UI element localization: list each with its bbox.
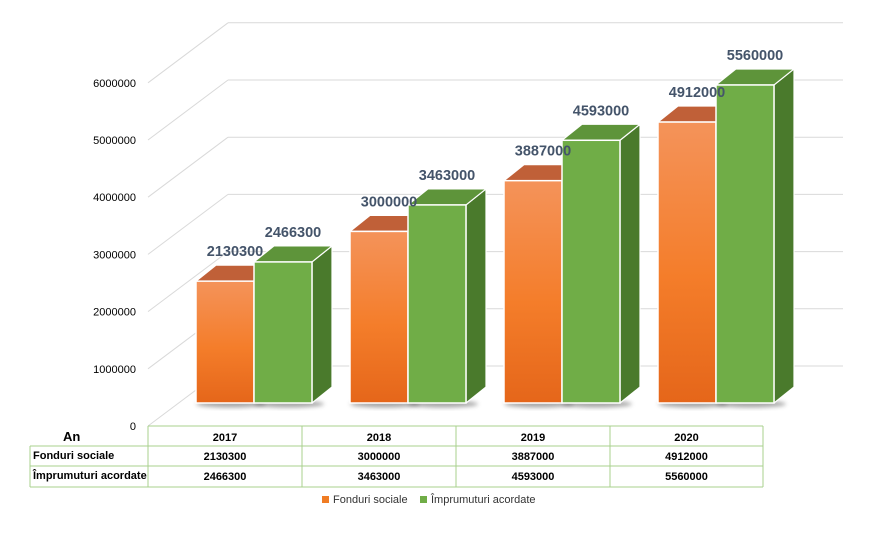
- table-cell: 4593000: [512, 471, 555, 483]
- legend-label: Împrumuturi acordate: [430, 493, 536, 506]
- table-cell: 3887000: [512, 451, 555, 463]
- y-tick-label: 2000000: [93, 307, 136, 319]
- legend-entry: Împrumuturi acordate: [420, 493, 536, 506]
- y-tick-label: 3000000: [93, 249, 136, 261]
- legend: Fonduri sociale Împrumuturi acordate: [322, 493, 536, 506]
- legend-label: Fonduri sociale: [333, 494, 408, 506]
- table-cell: 4912000: [665, 451, 708, 463]
- legend-swatch: [322, 496, 329, 503]
- bar: [561, 123, 641, 408]
- data-label: 2130300: [207, 244, 263, 260]
- bars: [195, 68, 795, 408]
- data-label: 5560000: [727, 48, 783, 64]
- legend-entry: Fonduri sociale: [322, 494, 408, 506]
- y-tick-label: 5000000: [93, 135, 136, 147]
- table-row-label: Fonduri sociale: [33, 450, 114, 462]
- table-row-label: Împrumuturi acordate: [32, 469, 147, 482]
- bar: [253, 245, 333, 408]
- bar: [715, 68, 795, 408]
- data-label: 3463000: [419, 168, 475, 184]
- table-cell: 2130300: [204, 451, 247, 463]
- bar: [407, 188, 487, 408]
- data-label: 3887000: [515, 144, 571, 160]
- table-cell: 3463000: [358, 471, 401, 483]
- data-label: 2466300: [265, 225, 321, 241]
- y-axis: 0 1000000 2000000 3000000 4000000 5000000 6000…: [93, 78, 136, 433]
- y-tick-label: 6000000: [93, 78, 136, 90]
- gridline: [147, 22, 843, 84]
- legend-swatch: [420, 496, 427, 503]
- table-cell: 5560000: [665, 471, 708, 483]
- data-label: 4593000: [573, 103, 629, 119]
- data-table: An 2017 2018 2019 2020 Fonduri sociale 2130300…: [29, 425, 764, 488]
- table-corner-label: An: [63, 429, 80, 444]
- table-cell: 3000000: [358, 451, 401, 463]
- y-tick-label: 0: [130, 421, 136, 433]
- table-category-header: 2019: [521, 432, 545, 444]
- data-label: 3000000: [361, 194, 417, 210]
- y-tick-label: 4000000: [93, 192, 136, 204]
- data-label: 4912000: [669, 85, 725, 101]
- table-category-header: 2017: [213, 432, 237, 444]
- table-cell: 2466300: [204, 471, 247, 483]
- table-category-header: 2018: [367, 432, 391, 444]
- table-category-header: 2020: [674, 432, 698, 444]
- y-tick-label: 1000000: [93, 364, 136, 376]
